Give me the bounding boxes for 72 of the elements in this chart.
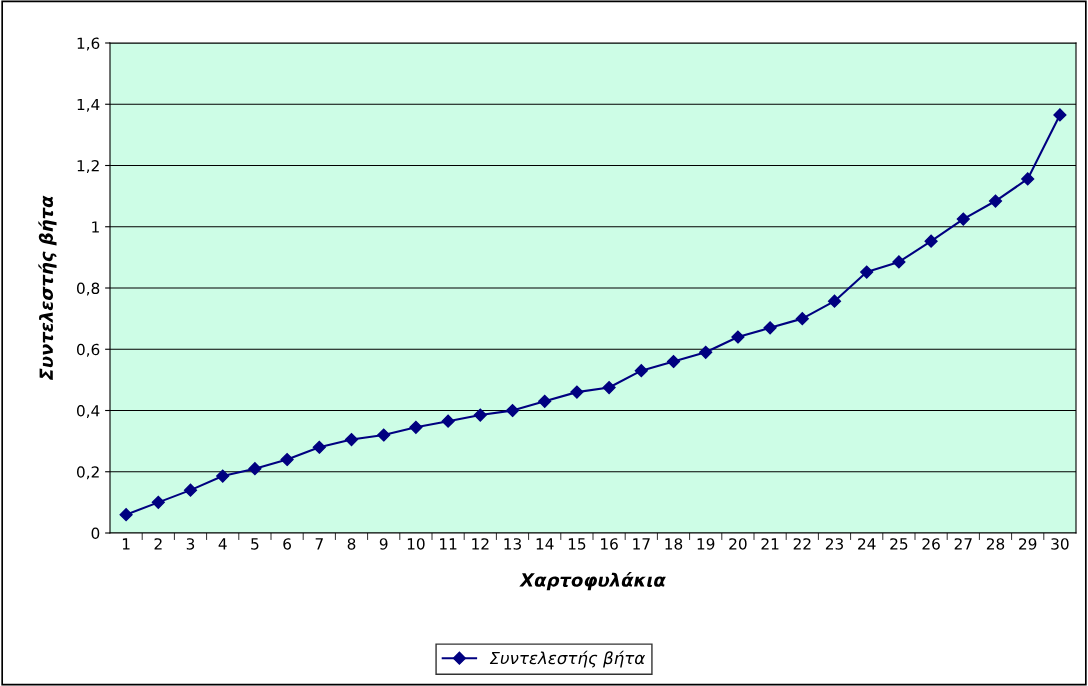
x-tick-label: 30 [1051,538,1069,550]
point [924,234,938,248]
x-tick-label: 27 [954,538,972,550]
point [892,255,906,269]
point [183,483,198,497]
point [312,440,326,454]
x-tick-label: 20 [729,538,747,550]
x-tick-label: 13 [504,538,521,550]
x-tick-label: 6 [283,538,291,550]
x-tick-label: 18 [665,538,683,550]
x-tick-label: 2 [154,538,162,550]
point [248,462,262,476]
legend-label: Συντελεστής βήτα [489,650,646,668]
point [473,408,487,422]
y-tick-label: 1 [92,221,99,233]
x-tick-label: 16 [601,538,618,550]
x-tick-label: 29 [1019,538,1037,550]
point [699,345,713,359]
x-tick-label: 26 [922,538,940,550]
x-tick-label: 22 [793,538,811,550]
point [1053,108,1067,122]
x-tick-label: 8 [347,538,356,550]
point [731,330,745,344]
x-tick-label: 1 [122,538,130,550]
point [570,385,584,399]
y-tick-label: 1,2 [77,159,99,174]
point [280,452,294,467]
x-axis-title: Χαρτοφυλάκια [519,572,666,591]
x-tick-label: 10 [407,538,425,550]
point [1021,172,1035,186]
point [119,508,133,522]
x-tick-label: 12 [472,538,489,550]
point [666,354,681,369]
point [151,495,165,509]
x-tick-label: 7 [315,538,323,550]
x-tick-label: 14 [536,538,554,550]
x-tick-label: 25 [890,538,908,550]
y-tick-label: 0,2 [76,466,99,480]
point [602,380,616,395]
x-tick-label: 9 [379,538,388,550]
x-tick-label: 11 [440,538,457,550]
point [216,469,230,483]
point [377,428,391,442]
y-tick-label: 0 [91,527,100,540]
x-tick-label: 23 [825,538,843,550]
point [827,294,842,308]
point [441,414,455,428]
y-axis-title: Συντελεστής βήτα [38,195,57,381]
x-tick-label: 15 [568,538,586,550]
point [795,312,809,326]
point [956,212,970,226]
point [505,403,520,418]
y-tick-label: 0,6 [76,343,100,357]
point [988,194,1003,208]
y-tick-label: 1,4 [77,98,100,112]
y-tick-label: 0,8 [76,282,100,296]
point [860,265,874,279]
x-tick-label: 17 [633,538,650,550]
x-tick-label: 3 [186,538,195,550]
x-tick-label: 4 [218,538,227,550]
point [763,321,777,335]
point [344,433,359,447]
x-tick-label: 5 [251,538,259,550]
x-tick-label: 19 [697,538,715,550]
x-tick-label: 24 [858,538,876,550]
x-tick-label: 21 [761,538,779,550]
y-tick-label: 1,6 [77,37,100,51]
x-tick-label: 28 [986,538,1005,550]
point [634,364,648,378]
point [409,420,423,434]
point [538,394,552,408]
y-tick-label: 0,4 [76,404,100,419]
